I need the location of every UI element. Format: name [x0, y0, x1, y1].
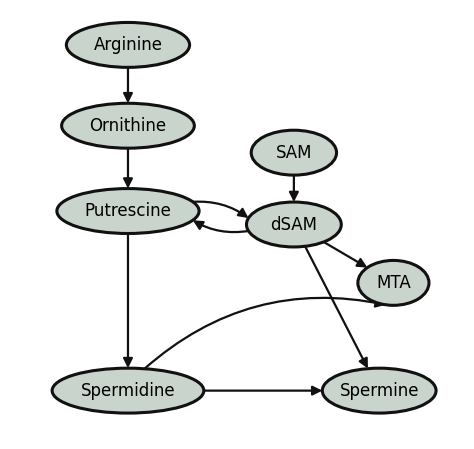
- Ellipse shape: [251, 130, 337, 175]
- Ellipse shape: [246, 202, 341, 247]
- Ellipse shape: [322, 368, 436, 413]
- Text: Spermine: Spermine: [339, 382, 419, 400]
- Ellipse shape: [52, 368, 204, 413]
- Ellipse shape: [358, 260, 429, 305]
- Text: SAM: SAM: [275, 144, 312, 162]
- Text: Spermidine: Spermidine: [81, 382, 175, 400]
- Text: Ornithine: Ornithine: [90, 117, 166, 135]
- Text: Putrescine: Putrescine: [84, 202, 172, 220]
- Ellipse shape: [62, 103, 194, 148]
- Ellipse shape: [66, 22, 190, 67]
- Text: Arginine: Arginine: [93, 36, 163, 54]
- Text: dSAM: dSAM: [270, 216, 318, 233]
- Text: MTA: MTA: [376, 274, 411, 292]
- Ellipse shape: [57, 189, 199, 233]
